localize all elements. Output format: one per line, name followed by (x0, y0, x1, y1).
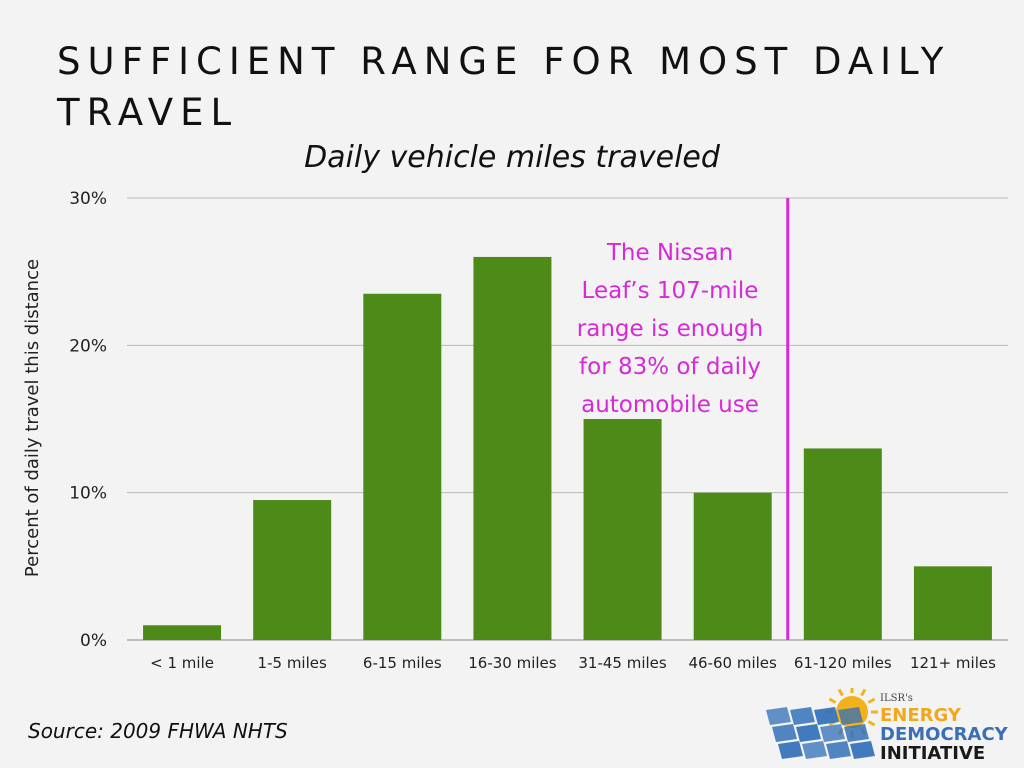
x-tick-label: 16-30 miles (468, 654, 557, 672)
x-tick-label: < 1 mile (150, 654, 214, 672)
x-tick-label: 31-45 miles (578, 654, 667, 672)
panel-cell (772, 724, 797, 742)
panel-cell (820, 724, 845, 742)
annotation-line: automobile use (581, 392, 759, 418)
x-tick-label: 46-60 miles (689, 654, 778, 672)
logo-line-3: INITIATIVE (880, 743, 985, 764)
panel-cell (778, 741, 803, 759)
sun-ray (867, 697, 876, 704)
panel-cell (814, 707, 839, 725)
x-tick-label: 61-120 miles (794, 654, 892, 672)
bar-chart: 0% 10% 20% 30% < 1 mile 1-5 miles 6-15 miles 1… (22, 189, 1008, 672)
x-tick-label: 1-5 miles (258, 654, 327, 672)
bar (473, 256, 552, 640)
bar (583, 419, 662, 640)
source-note: Source: 2009 FHWA NHTS (28, 719, 288, 743)
panel-cell (838, 707, 863, 725)
panel-cell (826, 741, 851, 759)
panel-cell (766, 707, 791, 725)
panel-cell (802, 741, 827, 759)
bar (913, 566, 992, 640)
logo-brand: ILSR's (880, 693, 913, 704)
panel-cell (790, 707, 815, 725)
x-tick-label: 121+ miles (910, 654, 996, 672)
panel-cell (844, 724, 869, 742)
panel-cell (796, 724, 821, 742)
chart-title: Daily vehicle miles traveled (304, 140, 720, 175)
logo-line-2: DEMOCRACY (880, 724, 1009, 745)
annotation-line: range is enough (576, 316, 764, 342)
annotation-line: Leaf’s 107-mile (581, 278, 759, 304)
bar (143, 625, 222, 640)
bar (253, 500, 332, 640)
sun-ray (837, 688, 844, 697)
x-tick-label: 6-15 miles (363, 654, 442, 672)
y-tick-label: 30% (69, 189, 107, 209)
y-tick-label: 0% (80, 631, 107, 651)
range-annotation: The Nissan Leaf’s 107-mile range is enough… (563, 234, 777, 424)
sun-ray (828, 697, 837, 704)
sun-ray (860, 688, 867, 697)
bars (143, 256, 992, 640)
y-tick-label: 10% (69, 484, 107, 504)
sun-ray (867, 720, 876, 727)
slide-title: SUFFICIENT RANGE FOR MOST DAILY TRAVEL (57, 40, 951, 134)
y-axis-ticks: 0% 10% 20% 30% (69, 189, 107, 651)
y-tick-label: 20% (69, 336, 107, 356)
x-axis-categories: < 1 mile 1-5 miles 6-15 miles 16-30 miles 31… (150, 654, 996, 672)
solar-panel-icon (766, 707, 875, 759)
bar (803, 448, 882, 640)
annotation-line: for 83% of daily (579, 354, 761, 380)
panel-cell (850, 741, 875, 759)
bar (363, 293, 442, 640)
energy-democracy-logo: ILSR's ENERGY DEMOCRACY INITIATIVE (766, 688, 1009, 764)
bar (693, 492, 772, 640)
logo-line-1: ENERGY (880, 705, 962, 726)
annotation-line: The Nissan (606, 240, 734, 266)
y-axis-label: Percent of daily travel this distance (22, 259, 43, 577)
